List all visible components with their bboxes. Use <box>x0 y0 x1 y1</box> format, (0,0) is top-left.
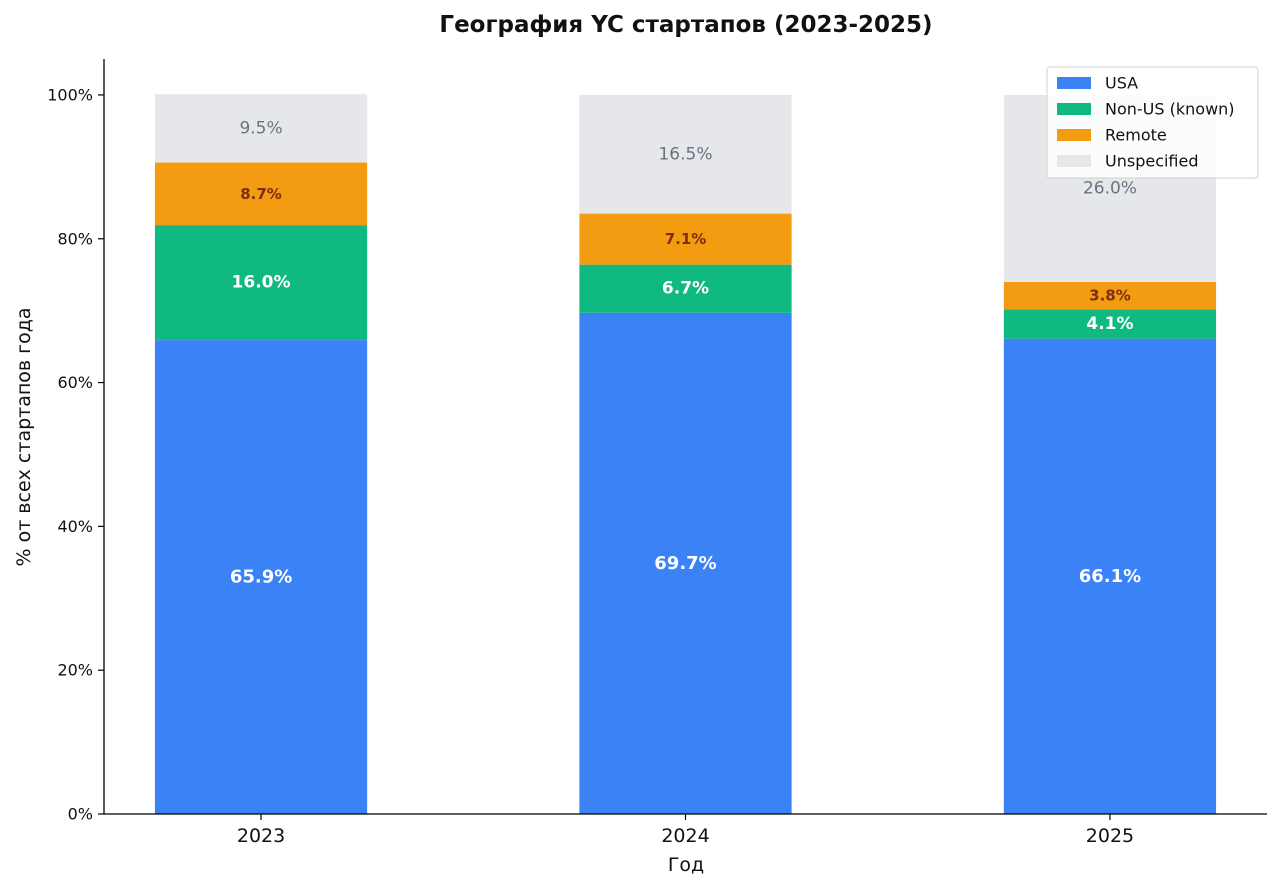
axes-layer: 0% 20% 40% 60% 80% 100% 2023 2024 2025 <box>47 59 1267 847</box>
y-axis-label: % от всех стартапов года <box>13 307 35 566</box>
y-tick-label: 80% <box>57 229 93 248</box>
bar-data-label: 69.7% <box>654 553 716 574</box>
legend: USA Non-US (known) Remote Unspecified <box>1046 66 1259 179</box>
bar-data-label: 6.7% <box>662 279 709 299</box>
y-tick-label: 0% <box>68 805 93 824</box>
bars-layer <box>154 94 1217 814</box>
bar-data-label: 3.8% <box>1089 287 1131 305</box>
legend-label: Non-US (known) <box>1105 100 1235 119</box>
bar-segment <box>579 213 792 265</box>
bar-data-label: 8.7% <box>240 185 282 203</box>
bar-data-label: 65.9% <box>230 567 292 588</box>
y-tick-label: 100% <box>47 85 93 104</box>
x-tick-label: 2025 <box>1086 825 1134 847</box>
y-tick-label: 40% <box>57 517 93 536</box>
legend-label: USA <box>1105 74 1138 93</box>
x-tick-label: 2024 <box>661 825 709 847</box>
bar-segment <box>154 340 368 814</box>
x-tick-label: 2023 <box>237 825 285 847</box>
x-axis-label: Год <box>668 854 704 876</box>
bar-data-label: 7.1% <box>665 230 707 248</box>
chart-title: География YC стартапов (2023-2025) <box>439 12 932 38</box>
bar-segment <box>579 264 792 313</box>
data-labels-layer: 65.9% 16.0% 8.7% 9.5% 69.7% 6.7% 7.1% 16.5% 66.1… <box>230 118 1141 587</box>
bar-data-label: 26.0% <box>1083 178 1137 198</box>
bar-data-label: 4.1% <box>1086 314 1133 334</box>
bar-data-label: 9.5% <box>239 118 282 138</box>
y-tick-label: 20% <box>57 661 93 680</box>
legend-box <box>1046 66 1259 179</box>
bar-segment <box>579 312 792 814</box>
bar-data-label: 16.5% <box>658 144 712 164</box>
bar-data-label: 66.1% <box>1079 566 1141 587</box>
bar-segment <box>154 225 368 341</box>
bar-segment <box>1003 281 1217 310</box>
legend-swatch <box>1057 155 1091 167</box>
y-tick-label: 60% <box>57 373 93 392</box>
bar-segment <box>579 94 792 214</box>
bar-segment <box>154 94 368 163</box>
legend-swatch <box>1057 103 1091 115</box>
legend-label: Remote <box>1105 126 1167 145</box>
legend-label: Unspecified <box>1105 152 1199 171</box>
bar-segment <box>154 162 368 226</box>
bar-segment <box>1003 309 1217 339</box>
legend-swatch <box>1057 129 1091 141</box>
legend-swatch <box>1057 77 1091 89</box>
bar-data-label: 16.0% <box>232 273 291 293</box>
bar-segment <box>1003 338 1217 814</box>
